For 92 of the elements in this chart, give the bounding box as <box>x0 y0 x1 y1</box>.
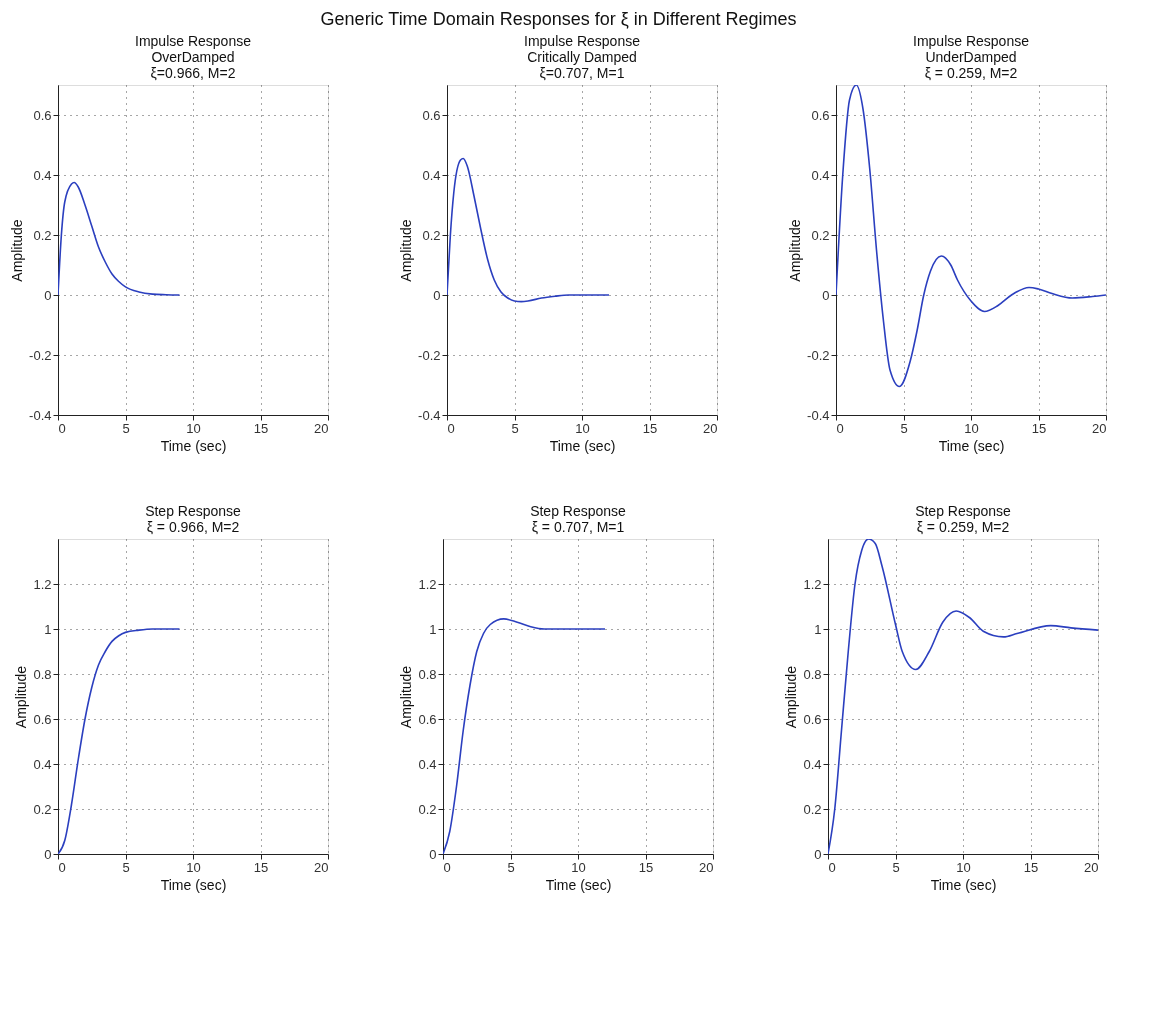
y-tick-label: 0 <box>44 287 52 303</box>
y-tick-label: 0.6 <box>811 107 830 123</box>
x-tick-label: 15 <box>642 420 658 436</box>
x-axis-title: Time (sec) <box>545 876 612 893</box>
y-tick-label: 1 <box>44 621 52 637</box>
y-tick-label: 0.2 <box>33 227 52 243</box>
x-axis-title: Time (sec) <box>160 876 227 893</box>
y-tick-label: 0.4 <box>33 756 52 772</box>
x-tick-label: 0 <box>836 420 844 436</box>
x-tick-label: 15 <box>1023 859 1039 875</box>
y-tick-label: 0.4 <box>803 756 822 772</box>
x-tick-label: 20 <box>314 420 329 436</box>
chart-title: Step Response ξ = 0.966, M=2 <box>145 503 242 535</box>
x-tick-label: 5 <box>122 859 130 875</box>
x-tick-label: 0 <box>58 859 66 875</box>
y-tick-label: 1 <box>429 621 437 637</box>
x-tick-label: 15 <box>253 859 269 875</box>
x-tick-label: 20 <box>1084 859 1099 875</box>
y-tick-label: -0.4 <box>418 407 441 423</box>
x-tick-label: 20 <box>699 859 714 875</box>
y-axis-title: Amplitude <box>787 219 804 282</box>
y-tick-label: 1.2 <box>418 576 437 592</box>
y-tick-label: 0.6 <box>33 107 52 123</box>
y-tick-label: 0.8 <box>33 666 52 682</box>
chart-title: Impulse Response Critically Damped ξ=0.707, M=1 <box>524 33 641 81</box>
y-tick-label: 0.8 <box>803 666 822 682</box>
y-tick-label: 0.2 <box>422 227 441 243</box>
line-series <box>447 157 610 303</box>
x-tick-label: 10 <box>575 420 590 436</box>
x-tick-label: 10 <box>186 420 201 436</box>
x-tick-label: 10 <box>571 859 586 875</box>
chart-title: Step Response ξ = 0.707, M=1 <box>530 503 627 535</box>
y-tick-label: -0.2 <box>418 347 441 363</box>
x-tick-label: 5 <box>900 420 908 436</box>
y-tick-label: 0.2 <box>33 801 52 817</box>
x-tick-label: 0 <box>58 420 66 436</box>
x-tick-label: 0 <box>447 420 455 436</box>
y-tick-label: 0.2 <box>418 801 437 817</box>
x-tick-label: 10 <box>964 420 979 436</box>
y-tick-label: -0.4 <box>807 407 830 423</box>
x-tick-label: 20 <box>1092 420 1107 436</box>
x-tick-label: 0 <box>443 859 451 875</box>
y-axis-title: Amplitude <box>398 219 415 282</box>
x-tick-label: 10 <box>186 859 201 875</box>
y-tick-label: -0.4 <box>29 407 52 423</box>
x-tick-label: 5 <box>507 859 515 875</box>
y-axis-title: Amplitude <box>398 665 415 729</box>
y-tick-label: 0 <box>433 287 441 303</box>
y-tick-label: 0.6 <box>422 107 441 123</box>
y-tick-label: 0.2 <box>803 801 822 817</box>
chart-title: Impulse Response UnderDamped ξ = 0.259, M=2 <box>913 33 1030 81</box>
y-tick-label: 0 <box>822 287 830 303</box>
y-tick-label: 0 <box>429 846 437 862</box>
y-tick-label: -0.2 <box>807 347 830 363</box>
y-tick-label: 0.4 <box>422 167 441 183</box>
y-axis-title: Amplitude <box>783 665 800 729</box>
x-tick-label: 20 <box>314 859 329 875</box>
y-tick-label: 1 <box>814 621 822 637</box>
x-tick-label: 5 <box>122 420 130 436</box>
y-tick-label: -0.2 <box>29 347 52 363</box>
y-tick-label: 0.8 <box>418 666 437 682</box>
line-series <box>58 181 181 296</box>
y-tick-label: 1.2 <box>803 576 822 592</box>
y-tick-label: 0.6 <box>803 711 822 727</box>
x-tick-label: 10 <box>956 859 971 875</box>
chart-title: Step Response ξ = 0.259, M=2 <box>915 503 1012 535</box>
x-tick-label: 5 <box>892 859 900 875</box>
y-tick-label: 1.2 <box>33 576 52 592</box>
line-series <box>443 618 606 854</box>
y-tick-label: 0.4 <box>811 167 830 183</box>
x-axis-title: Time (sec) <box>160 437 227 454</box>
y-tick-label: 0.6 <box>33 711 52 727</box>
x-tick-label: 15 <box>638 859 654 875</box>
y-axis-title: Amplitude <box>13 665 30 729</box>
y-tick-label: 0 <box>814 846 822 862</box>
line-series <box>58 628 181 854</box>
y-tick-label: 0 <box>44 846 52 862</box>
y-tick-label: 0.6 <box>418 711 437 727</box>
line-series <box>836 85 1106 388</box>
x-tick-label: 20 <box>703 420 718 436</box>
x-tick-label: 15 <box>1031 420 1047 436</box>
x-axis-title: Time (sec) <box>930 876 997 893</box>
chart-title: Impulse Response OverDamped ξ=0.966, M=2 <box>135 33 252 81</box>
text: Generic Time Domain Responses for ξ in Different Regimes <box>320 8 797 29</box>
x-axis-title: Time (sec) <box>938 437 1005 454</box>
x-tick-label: 5 <box>511 420 519 436</box>
x-tick-label: 15 <box>253 420 269 436</box>
y-tick-label: 0.4 <box>33 167 52 183</box>
y-tick-label: 0.2 <box>811 227 830 243</box>
y-axis-title: Amplitude <box>9 219 26 282</box>
x-axis-title: Time (sec) <box>549 437 616 454</box>
y-tick-label: 0.4 <box>418 756 437 772</box>
